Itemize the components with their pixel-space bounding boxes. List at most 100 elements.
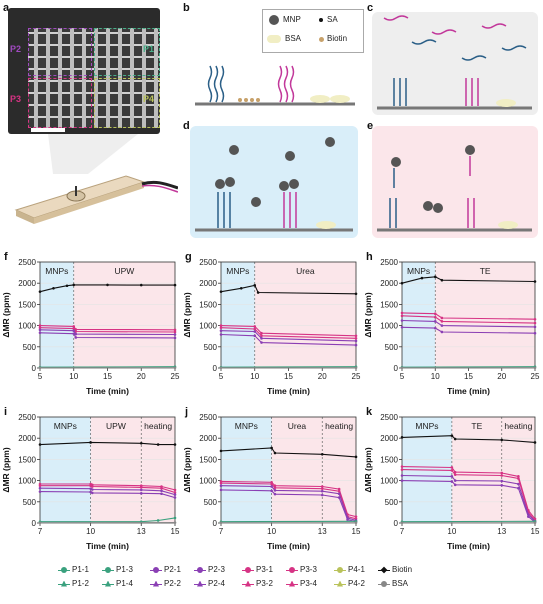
ytick-label-f-1: 500	[23, 343, 37, 352]
ytick-label-i-2: 1000	[18, 477, 36, 486]
legend-item-p1-1: P1-1	[58, 565, 89, 574]
data-point-k-4-1	[450, 480, 454, 483]
xtick-label-j-3: 15	[352, 527, 361, 536]
ytick-label-k-0: 0	[394, 519, 399, 528]
ytick-label-h-5: 2500	[380, 258, 398, 267]
xtick-label-h-2: 15	[464, 372, 473, 381]
data-point-k-3-2	[453, 479, 457, 482]
phase-bg-k-1	[451, 417, 502, 523]
ylabel-f: ΔMR (ppm)	[1, 292, 11, 337]
phase-label-k-2: heating	[504, 421, 532, 431]
data-point-h-3-1	[433, 320, 437, 323]
data-point-j-4-1	[270, 489, 273, 493]
data-point-f-3-0	[38, 328, 42, 332]
ytick-label-i-5: 2500	[18, 413, 36, 422]
legend-marker-icon	[58, 566, 70, 573]
legend-item-p4-2: P4-2	[334, 579, 365, 588]
chip-photo: P2 P1 P3 P4	[8, 8, 160, 134]
phase-label-j-0: MNPs	[235, 421, 258, 431]
data-point-h-2-1	[433, 315, 437, 319]
data-point-f-6-1	[173, 366, 177, 370]
series-line-i-3	[39, 487, 176, 496]
legend-item-p2-2: P2-2	[150, 579, 181, 588]
data-point-g-0-0	[219, 290, 223, 293]
data-point-g-0-4	[354, 292, 358, 296]
legend-item-p1-4: P1-4	[102, 579, 133, 588]
data-point-k-3-4	[517, 482, 520, 486]
legend-label: P3-4	[300, 579, 317, 588]
series-line-h-4	[401, 326, 536, 334]
xtick-label-i-2: 13	[137, 527, 146, 536]
data-point-h-3-0	[400, 319, 404, 322]
data-point-i-1-5	[173, 488, 177, 492]
data-point-f-1-0	[38, 324, 42, 327]
data-point-g-4-1	[253, 334, 257, 338]
data-point-f-2-3	[173, 330, 177, 334]
xtick-label-j-1: 10	[267, 527, 276, 536]
schematic-b	[195, 65, 355, 106]
phase-bg-j-0	[221, 417, 272, 523]
data-point-k-2-2	[453, 473, 457, 476]
data-point-f-3-3	[173, 333, 177, 336]
ylabel-h: ΔMR (ppm)	[363, 292, 373, 337]
data-point-k-2-4	[517, 477, 520, 480]
data-point-k-6-0	[400, 521, 404, 525]
panel-letter-b: b	[183, 2, 190, 14]
data-point-i-3-5	[173, 493, 177, 496]
region-p3-outline	[28, 78, 92, 128]
data-point-h-1-1	[433, 312, 437, 316]
data-point-j-1-6	[354, 515, 358, 518]
legend-label: P2-3	[208, 565, 225, 574]
data-point-j-2-0	[219, 481, 223, 485]
data-point-f-0-0	[38, 290, 42, 293]
series-line-h-1	[401, 312, 536, 320]
ytick-label-i-3: 1500	[18, 455, 36, 464]
data-point-f-3-2	[74, 332, 78, 336]
data-point-j-2-1	[270, 482, 273, 486]
legend-label: P2-4	[208, 579, 225, 588]
data-point-i-5-2	[156, 519, 160, 522]
xtick-label-j-2: 13	[318, 527, 327, 536]
data-point-k-4-3	[500, 483, 504, 487]
phase-bg-j-2	[322, 417, 356, 523]
phase-label-f-0: MNPs	[45, 266, 68, 276]
ytick-label-k-3: 1500	[380, 455, 398, 464]
legend-marker-icon	[334, 566, 346, 573]
legend-item-p2-1: P2-1	[150, 565, 181, 574]
xlabel-k: Time (min)	[447, 541, 490, 551]
data-point-h-0-4	[533, 280, 537, 283]
series-line-g-3	[220, 330, 357, 342]
phase-bg-i-0	[40, 417, 91, 523]
phase-bg-h-1	[435, 262, 535, 368]
panel-letter-f: f	[4, 251, 8, 263]
series-line-i-1	[40, 483, 176, 491]
data-point-j-0-1	[270, 446, 273, 450]
xlabel-h: Time (min)	[447, 386, 490, 396]
data-point-j-0-3	[320, 453, 324, 456]
xtick-label-f-4: 25	[171, 372, 180, 381]
phase-label-j-2: heating	[325, 421, 353, 431]
legend-item-p3-2: P3-2	[242, 579, 273, 588]
chip-label-p1: P1	[143, 44, 155, 54]
legend-marker-icon	[378, 580, 390, 587]
data-point-k-6-1	[533, 521, 537, 525]
legend-label: P1-4	[116, 579, 133, 588]
data-point-j-4-2	[273, 492, 277, 496]
legend-item-p3-3: P3-3	[286, 565, 317, 574]
xtick-label-k-1: 10	[447, 527, 456, 536]
data-point-i-4-5	[173, 496, 177, 499]
data-point-g-4-3	[354, 343, 358, 347]
ytick-label-j-0: 0	[213, 519, 218, 528]
data-point-h-2-2	[440, 320, 444, 323]
data-point-h-2-0	[400, 314, 404, 318]
biotin-icon	[319, 37, 324, 42]
panel-letter-a: a	[3, 2, 10, 14]
data-point-g-0-3	[256, 291, 260, 294]
ytick-label-g-3: 1500	[199, 300, 217, 309]
phase-bg-g-1	[254, 262, 356, 368]
xlabel-j: Time (min)	[267, 541, 310, 551]
data-point-f-0-6	[173, 283, 177, 287]
data-point-k-0-3	[500, 438, 504, 442]
ytick-label-h-1: 500	[385, 343, 399, 352]
series-line-i-4	[39, 491, 176, 499]
